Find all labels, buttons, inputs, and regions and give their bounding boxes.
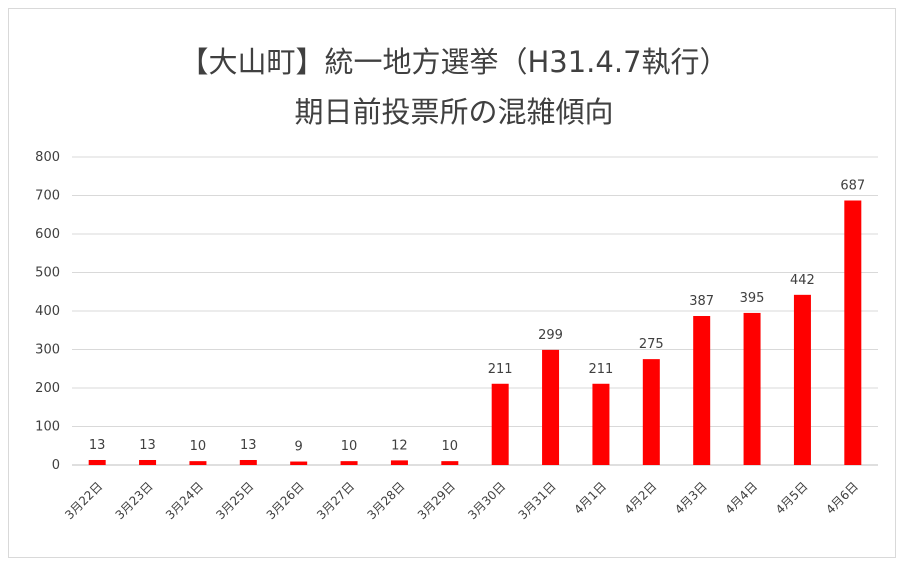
- x-tick-label: 3月29日: [415, 479, 458, 522]
- bar: [340, 461, 358, 465]
- bar: [844, 200, 862, 465]
- y-tick-label: 600: [35, 227, 60, 242]
- data-label: 387: [689, 294, 714, 309]
- data-label: 211: [488, 362, 513, 377]
- x-tick-label: 3月30日: [465, 479, 508, 522]
- x-tick-label: 3月26日: [264, 479, 307, 522]
- y-tick-label: 700: [35, 189, 60, 204]
- chart-title-line1: 【大山町】統一地方選挙（H31.4.7執行）: [179, 45, 729, 79]
- bar: [139, 459, 157, 465]
- data-label: 13: [139, 438, 156, 453]
- bar: [88, 459, 106, 465]
- y-tick-label: 100: [35, 420, 60, 435]
- x-tick-label: 4月4日: [723, 479, 761, 517]
- bar: [592, 383, 610, 465]
- y-tick-label: 0: [52, 458, 60, 473]
- bar: [290, 461, 308, 465]
- bar: [542, 349, 560, 465]
- x-tick-label: 3月31日: [516, 479, 559, 522]
- data-label: 395: [740, 291, 765, 306]
- data-label: 211: [589, 362, 614, 377]
- data-label: 10: [442, 439, 459, 454]
- bar: [390, 460, 408, 465]
- x-tick-label: 3月27日: [314, 479, 357, 522]
- bar: [793, 294, 811, 465]
- y-tick-label: 800: [35, 150, 60, 165]
- data-label: 10: [341, 439, 358, 454]
- bar: [693, 316, 711, 465]
- y-tick-label: 200: [35, 381, 60, 396]
- data-label: 275: [639, 337, 664, 352]
- data-label: 687: [840, 179, 865, 194]
- data-label: 10: [190, 439, 207, 454]
- bar: [642, 359, 660, 465]
- bar: [441, 461, 459, 465]
- y-tick-label: 400: [35, 304, 60, 319]
- data-label: 13: [89, 438, 106, 453]
- chart-frame: [8, 8, 896, 558]
- data-label: 13: [240, 438, 257, 453]
- x-tick-label: 3月25日: [213, 479, 256, 522]
- y-tick-label: 500: [35, 266, 60, 281]
- x-tick-label: 4月5日: [773, 479, 811, 517]
- x-tick-label: 3月28日: [364, 479, 407, 522]
- x-tick-label: 3月23日: [113, 479, 156, 522]
- x-tick-label: 4月2日: [622, 479, 660, 517]
- data-label: 9: [295, 440, 303, 455]
- x-tick-label: 4月1日: [571, 479, 609, 517]
- x-tick-label: 4月6日: [823, 479, 861, 517]
- bar: [491, 383, 509, 465]
- bar: [189, 461, 207, 465]
- data-label: 12: [391, 438, 408, 453]
- data-label: 299: [538, 328, 563, 343]
- y-tick-label: 300: [35, 343, 60, 358]
- x-tick-label: 3月22日: [62, 479, 105, 522]
- x-tick-label: 3月24日: [163, 479, 206, 522]
- chart-title-line2: 期日前投票所の混雑傾向: [294, 95, 614, 129]
- bar: [743, 312, 761, 465]
- data-label: 442: [790, 273, 815, 288]
- bar: [239, 459, 257, 465]
- x-tick-label: 4月3日: [672, 479, 710, 517]
